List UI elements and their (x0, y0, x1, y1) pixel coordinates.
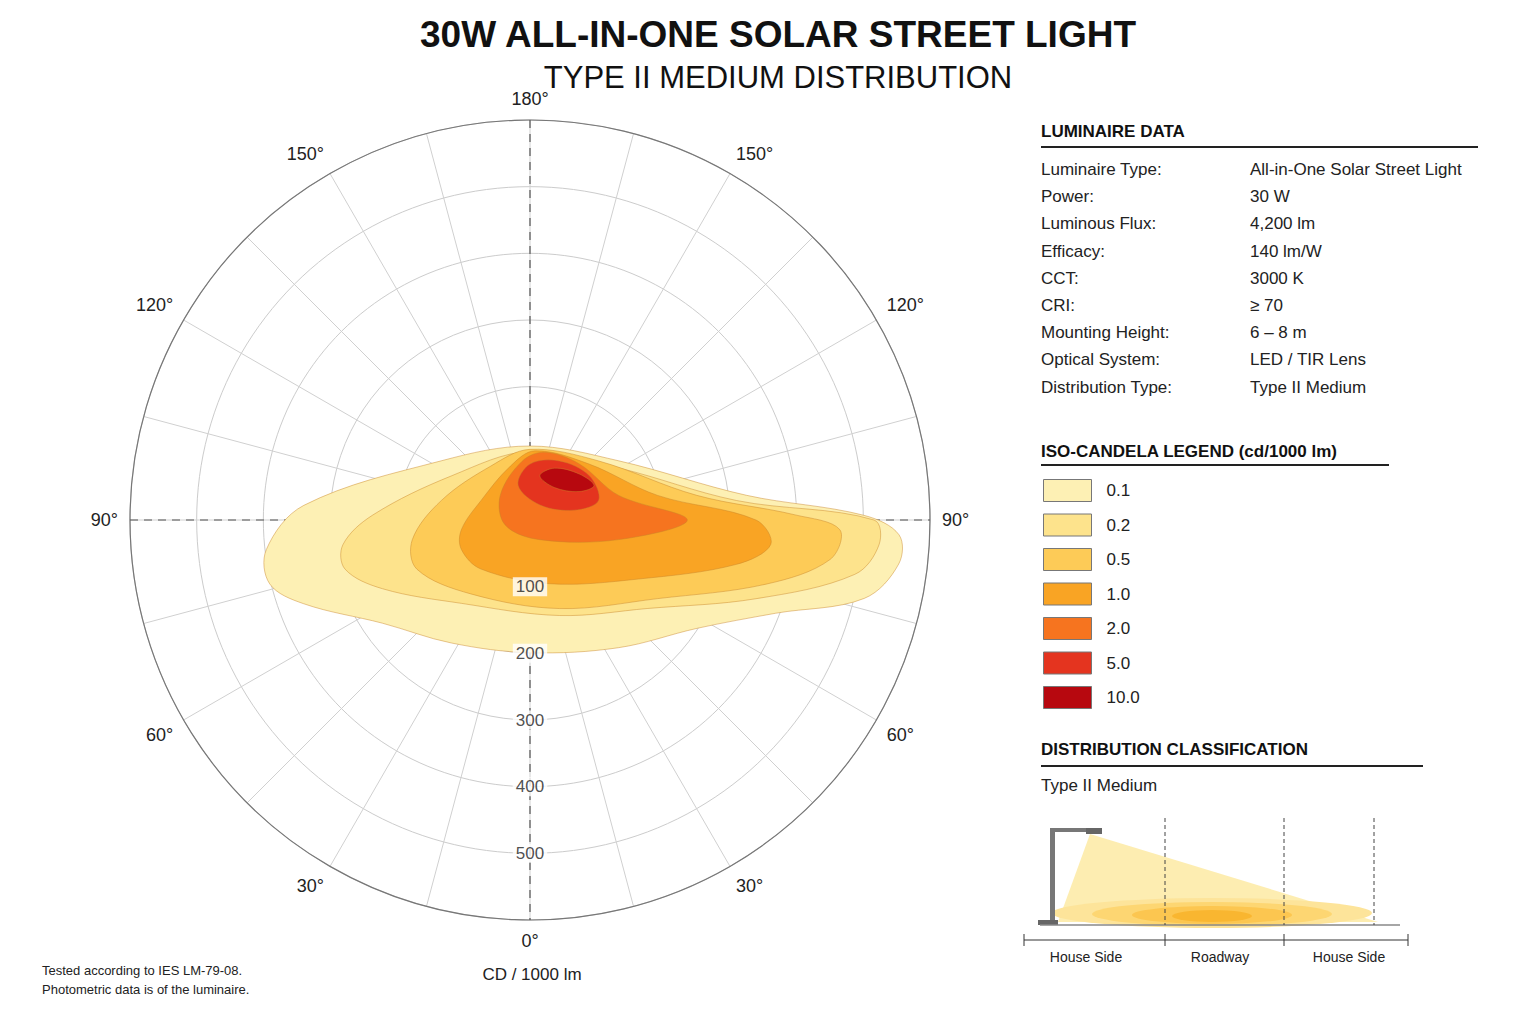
svg-text:0.1: 0.1 (1107, 481, 1131, 500)
svg-text:0.5: 0.5 (1107, 550, 1131, 569)
svg-text:5.0: 5.0 (1107, 654, 1131, 673)
html-text:Efficacy:: Efficacy: (1041, 241, 1105, 261)
html-text:CD / 1000 lm: CD / 1000 lm (482, 965, 582, 984)
html-text:Type II Medium: Type II Medium (1041, 776, 1158, 795)
html-text:140 lm/W: 140 lm/W (1250, 241, 1322, 261)
html-text:Type II Medium: Type II Medium (1250, 377, 1367, 397)
html-text:TYPE II MEDIUM DISTRIBUTION: TYPE II MEDIUM DISTRIBUTION (543, 60, 1013, 95)
svg-text:10.0: 10.0 (1107, 688, 1140, 707)
svg-text:180°: 180° (511, 89, 548, 109)
html-text:Luminaire Type:: Luminaire Type: (1041, 160, 1162, 179)
svg-text:0.2: 0.2 (1107, 516, 1131, 535)
html-text:Distribution Type:: Distribution Type: (1041, 377, 1172, 397)
html-text:DISTRIBUTION CLASSIFICATION: DISTRIBUTION CLASSIFICATION (1041, 740, 1308, 759)
html-text:30 W: 30 W (1250, 187, 1290, 207)
svg-text:90°: 90° (91, 510, 118, 530)
html-text:Mounting Height:: Mounting Height: (1041, 323, 1170, 343)
html-text:≥ 70: ≥ 70 (1250, 296, 1283, 315)
svg-text:60°: 60° (887, 725, 914, 745)
html-text:CRI:: CRI: (1041, 296, 1075, 315)
svg-text:500: 500 (516, 844, 544, 863)
svg-text:0°: 0° (521, 931, 538, 951)
svg-text:1.0: 1.0 (1107, 585, 1131, 604)
html-text:3000 K: 3000 K (1250, 268, 1304, 288)
svg-text:60°: 60° (146, 725, 173, 745)
html-text:Luminous Flux:: Luminous Flux: (1041, 214, 1157, 234)
html-text:4,200 lm: 4,200 lm (1250, 214, 1316, 234)
svg-text:30°: 30° (297, 876, 324, 896)
svg-text:400: 400 (516, 777, 544, 796)
html-text:CCT:: CCT: (1041, 268, 1079, 288)
svg-text:100: 100 (516, 577, 544, 596)
html-text:Photometric data is of the lum: Photometric data is of the luminaire. (42, 982, 250, 997)
html-text:6 – 8 m: 6 – 8 m (1250, 323, 1307, 343)
html-text:30W ALL-IN-ONE SOLAR STREET LI: 30W ALL-IN-ONE SOLAR STREET LIGHT (420, 14, 1136, 55)
svg-text:Roadway: Roadway (1191, 949, 1249, 965)
html-text:All-in-One Solar Street Light: All-in-One Solar Street Light (1250, 160, 1462, 179)
svg-text:30°: 30° (736, 876, 763, 896)
svg-text:150°: 150° (736, 144, 773, 164)
html-text:Optical System:: Optical System: (1041, 350, 1160, 370)
html-text:Tested according to IES LM-79-: Tested according to IES LM-79-08. (42, 963, 243, 978)
html-text:ISO-CANDELA LEGEND (cd/1000 lm: ISO-CANDELA LEGEND (cd/1000 lm) (1041, 442, 1337, 461)
svg-text:House Side: House Side (1050, 949, 1123, 965)
svg-text:House Side: House Side (1313, 949, 1386, 965)
svg-text:150°: 150° (287, 144, 324, 164)
html-text:LED / TIR Lens: LED / TIR Lens (1250, 350, 1366, 370)
svg-text:200: 200 (516, 644, 544, 663)
svg-text:90°: 90° (942, 510, 969, 530)
svg-text:120°: 120° (887, 295, 924, 315)
html-text:LUMINAIRE DATA: LUMINAIRE DATA (1041, 122, 1185, 141)
svg-text:300: 300 (516, 711, 544, 730)
html-text:Power:: Power: (1041, 187, 1094, 207)
svg-text:120°: 120° (136, 295, 173, 315)
svg-text:2.0: 2.0 (1107, 619, 1131, 638)
